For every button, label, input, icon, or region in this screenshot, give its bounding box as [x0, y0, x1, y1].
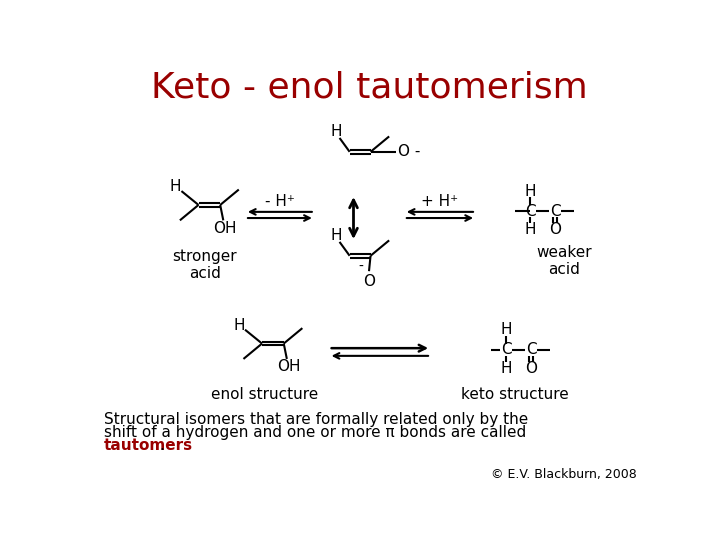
- Text: H: H: [524, 222, 536, 237]
- Text: Structural isomers that are formally related only by the: Structural isomers that are formally rel…: [104, 412, 528, 427]
- Text: O -: O -: [398, 144, 420, 159]
- Text: - H⁺: - H⁺: [265, 194, 294, 210]
- Text: H: H: [233, 318, 245, 333]
- Text: H: H: [500, 361, 512, 376]
- Text: O: O: [363, 274, 375, 289]
- Text: O: O: [549, 222, 561, 237]
- Text: O: O: [525, 361, 537, 376]
- Text: .: .: [160, 438, 165, 454]
- Text: H: H: [330, 228, 342, 243]
- Text: -: -: [359, 260, 364, 274]
- Text: enol structure: enol structure: [211, 387, 318, 402]
- Text: H: H: [169, 179, 181, 194]
- Text: OH: OH: [276, 359, 300, 374]
- Text: C: C: [549, 204, 560, 219]
- Text: tautomers: tautomers: [104, 438, 193, 454]
- Text: © E.V. Blackburn, 2008: © E.V. Blackburn, 2008: [491, 468, 637, 481]
- Text: H: H: [330, 124, 342, 139]
- Text: H: H: [524, 184, 536, 199]
- Text: C: C: [526, 342, 536, 357]
- Text: stronger
acid: stronger acid: [172, 249, 237, 281]
- Text: C: C: [525, 204, 536, 219]
- Text: keto structure: keto structure: [461, 387, 569, 402]
- Text: shift of a hydrogen and one or more π bonds are called: shift of a hydrogen and one or more π bo…: [104, 426, 526, 440]
- Text: C: C: [501, 342, 511, 357]
- Text: weaker
acid: weaker acid: [536, 245, 592, 278]
- Text: Keto - enol tautomerism: Keto - enol tautomerism: [150, 71, 588, 105]
- Text: + H⁺: + H⁺: [421, 194, 458, 210]
- Text: H: H: [500, 322, 512, 337]
- Text: OH: OH: [213, 220, 237, 235]
